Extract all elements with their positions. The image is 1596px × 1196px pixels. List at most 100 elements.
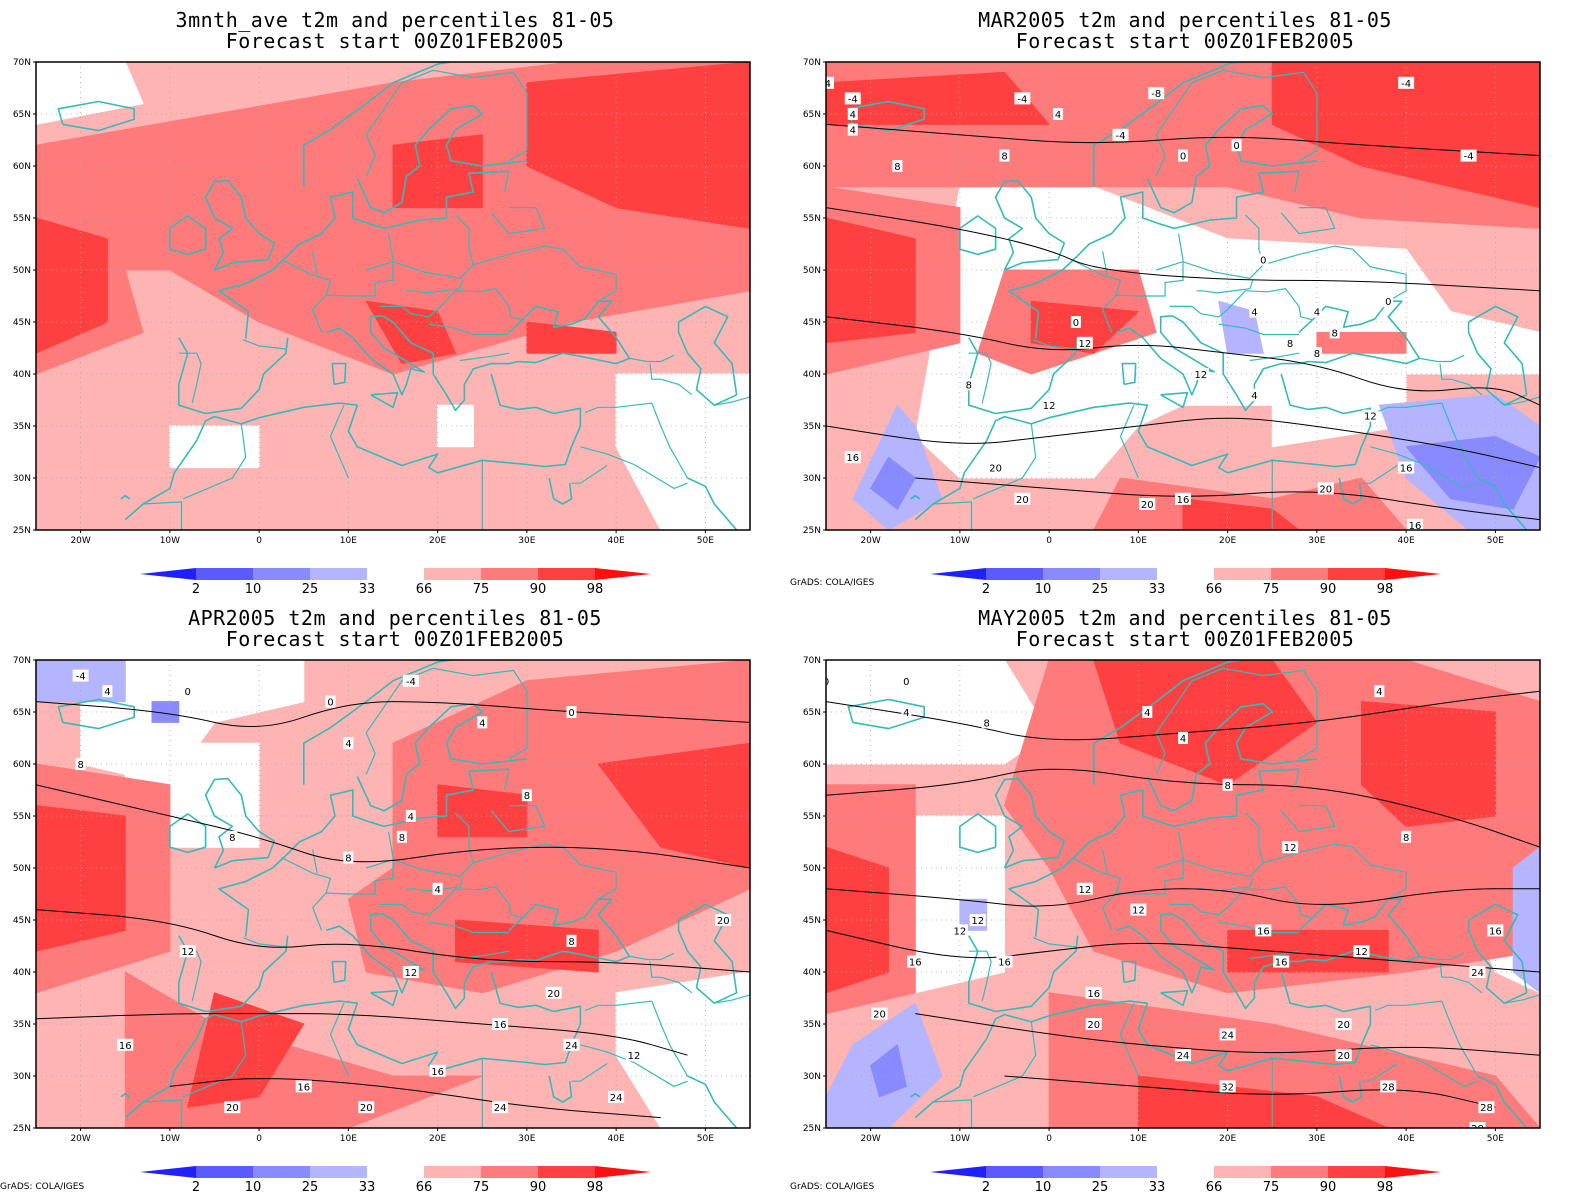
contour-label: 20 [717, 916, 730, 927]
grid-lines [36, 62, 750, 530]
panel-title: MAR2005 t2m and percentiles 81-05 [978, 8, 1392, 32]
plot-frame [35, 659, 751, 1129]
contour-label: 8 [524, 791, 530, 802]
map-plot: 70N 65N 60N 55N 50N 45N 40N 35N 30N 25N 20W 10W 0 10E… [13, 58, 751, 597]
percentile-region [597, 742, 750, 869]
plot-frame [35, 61, 751, 531]
y-tick-label: 30N [13, 1072, 31, 1082]
percentile-region [437, 784, 528, 838]
y-tick-label: 40N [803, 370, 821, 380]
percentile-region [169, 425, 260, 469]
x-tick-label: 10E [1130, 1134, 1147, 1144]
contour-label: 32 [1221, 1082, 1234, 1093]
x-tick-label: 20E [429, 1134, 446, 1144]
colorbar-segment [1100, 568, 1157, 580]
contour-label: 0 [1233, 141, 1239, 152]
y-tick-label: 45N [13, 318, 31, 328]
shaded-field [36, 62, 750, 530]
contour-label: 8 [1287, 339, 1293, 350]
colorbar-label: 75 [1263, 582, 1280, 597]
y-tick-label: 30N [803, 1072, 821, 1082]
contour-label: 8 [983, 718, 989, 729]
y-tick-label: 35N [803, 422, 821, 432]
contour-label: 16 [846, 453, 859, 464]
grads-credit: GrADS: COLA/IGES [790, 1182, 875, 1192]
contour-label: 8 [1224, 781, 1230, 792]
contour-label: 20 [1337, 1051, 1350, 1062]
colorbar-label: 10 [1035, 1180, 1052, 1195]
colorbar-label: 75 [473, 1180, 490, 1195]
colorbar-segment [367, 568, 424, 580]
contour-label: 12 [1132, 906, 1145, 917]
contour-label: 8 [345, 854, 351, 865]
y-tick-label: 50N [803, 864, 821, 874]
panel-subtitle: Forecast start 00Z01FEB2005 [225, 29, 565, 53]
percentile-region [870, 1044, 907, 1098]
x-tick-label: 10E [340, 536, 357, 546]
percentile-region [1227, 929, 1389, 973]
percentile-region [151, 701, 180, 723]
x-tick-label: 50E [1487, 536, 1504, 546]
colorbar-segment [310, 568, 367, 580]
plot-frame [825, 659, 1541, 1129]
grid-lines [36, 660, 750, 1128]
colorbar-label: 66 [416, 1180, 433, 1195]
y-tick-label: 65N [803, 110, 821, 120]
contour-label: 12 [1194, 370, 1207, 381]
colorbar-segment [253, 568, 310, 580]
contour-label: 4 [850, 110, 856, 121]
y-tick-label: 70N [803, 656, 821, 666]
contour-label: 16 [998, 958, 1011, 969]
y-tick-label: 55N [803, 214, 821, 224]
colorbar-label: 90 [530, 582, 547, 597]
colorbar-label: 75 [473, 582, 490, 597]
x-tick-label: 30E [1308, 536, 1325, 546]
colorbar-label: 66 [1206, 582, 1223, 597]
panel-subtitle: Forecast start 00Z01FEB2005 [1015, 29, 1355, 53]
colorbar-segment [1271, 568, 1328, 580]
colorbar-label: 66 [1206, 1180, 1223, 1195]
y-tick-label: 25N [803, 1124, 821, 1134]
contour-label: 4 [1251, 391, 1257, 402]
percentile-region [826, 71, 1050, 125]
y-tick-label: 60N [803, 760, 821, 770]
colorbar-label: 90 [1320, 582, 1337, 597]
percentile-region [392, 134, 483, 209]
colorbar-label: 33 [1149, 1180, 1166, 1195]
colorbar-label: 90 [1320, 1180, 1337, 1195]
percentile-region [437, 404, 474, 448]
contour-label: 16 [1257, 926, 1270, 937]
panel-title: MAY2005 t2m and percentiles 81-05 [978, 606, 1392, 630]
y-tick-label: 65N [13, 110, 31, 120]
contour-label: 4 [1144, 708, 1150, 719]
colorbar-segment [986, 568, 1043, 580]
contour-label: 4 [104, 687, 110, 698]
colorbar-label: 98 [587, 582, 604, 597]
colorbar-segment [986, 1166, 1043, 1178]
colorbar-label: 2 [192, 1180, 200, 1195]
colorbar-segment [424, 1166, 481, 1178]
contour-label: 8 [1314, 349, 1320, 360]
contour-label: 4 [408, 812, 414, 823]
colorbar-segment [538, 568, 595, 580]
x-tick-label: 50E [1487, 1134, 1504, 1144]
colorbar-label: 66 [416, 582, 433, 597]
colorbar-label: 25 [302, 1180, 319, 1195]
contour-label: 28 [1471, 1124, 1484, 1135]
colorbar: 2 10 25 33 66 75 90 98 [140, 1166, 651, 1195]
colorbar-low-arrow [930, 568, 986, 580]
contour-label: 12 [1355, 947, 1368, 958]
y-tick-label: 35N [13, 422, 31, 432]
colorbar-label: 98 [587, 1180, 604, 1195]
colorbar-high-arrow [1385, 568, 1441, 580]
y-tick-label: 35N [803, 1020, 821, 1030]
x-tick-label: 40E [1398, 536, 1415, 546]
contour-label: 4 [1251, 308, 1257, 319]
colorbar-segment [538, 1166, 595, 1178]
x-tick-label: 0 [256, 536, 262, 546]
contour-label: 0 [327, 698, 333, 709]
y-tick-label: 65N [803, 708, 821, 718]
contour-label: 16 [297, 1082, 310, 1093]
contour-label: 12 [954, 926, 967, 937]
colorbar-label: 33 [359, 1180, 376, 1195]
